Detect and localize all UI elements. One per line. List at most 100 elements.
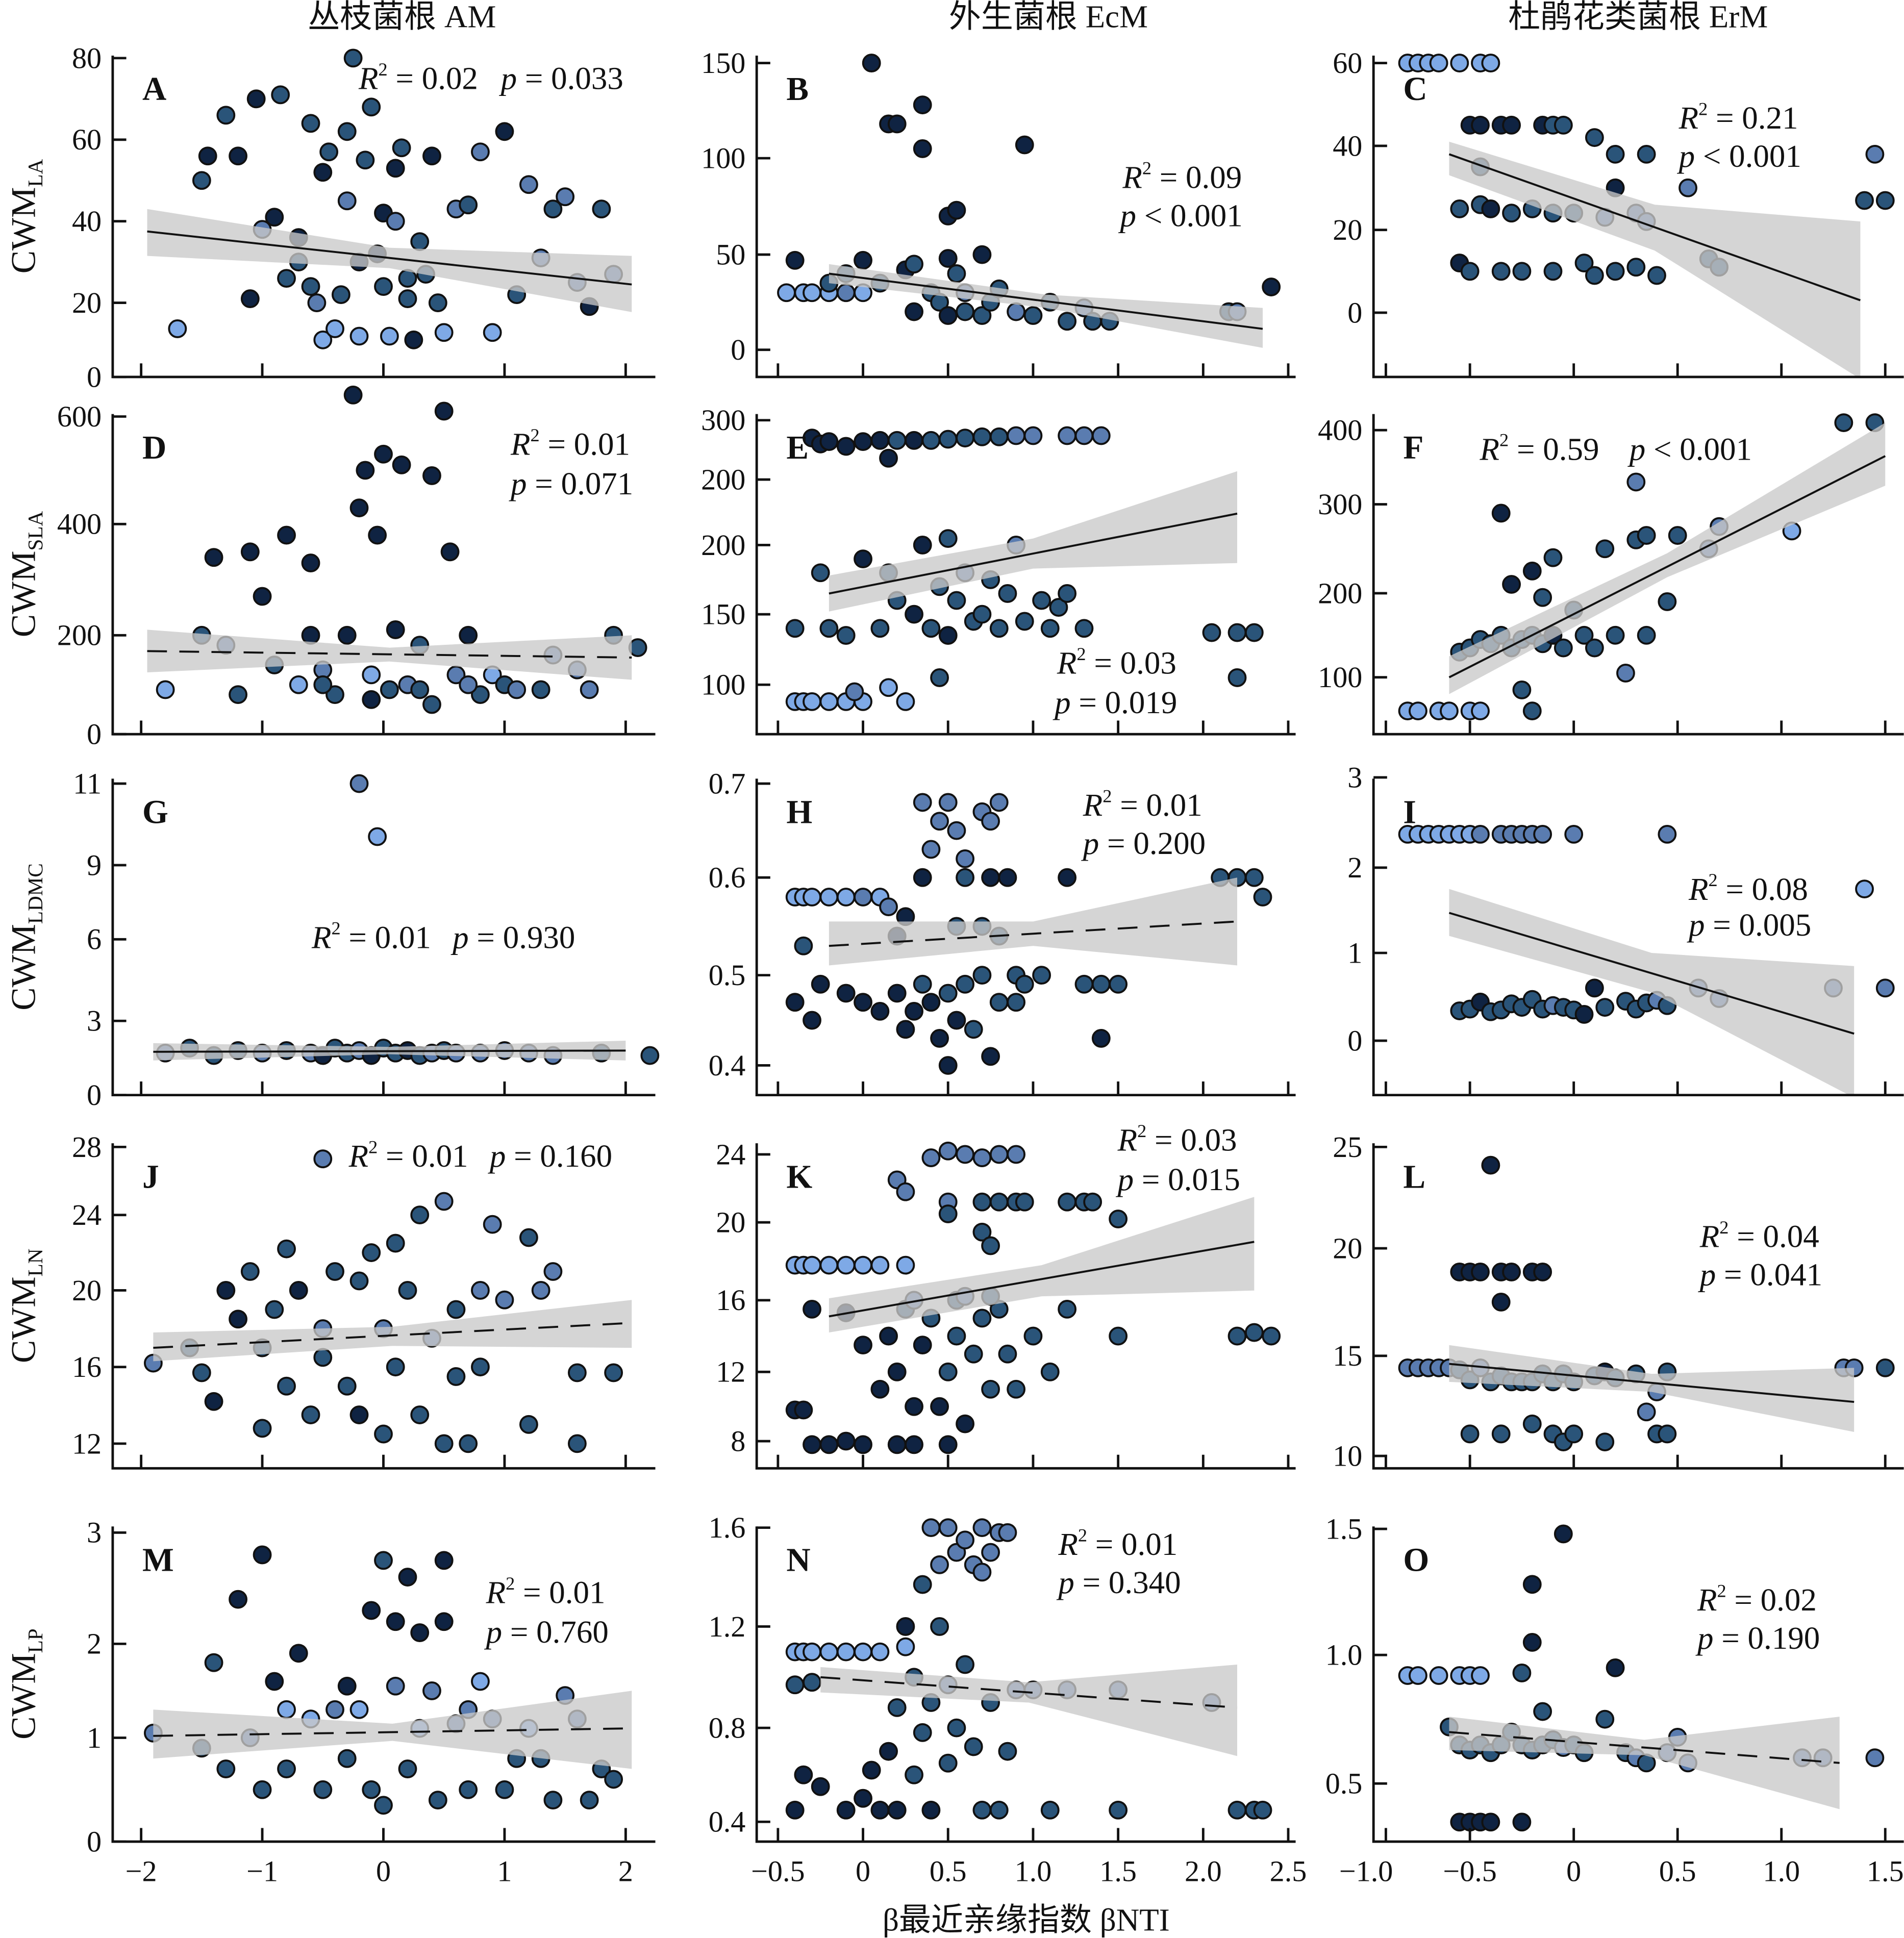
p-operator: =: [1724, 1257, 1742, 1293]
data-point: [981, 1379, 1000, 1399]
equals-sign: =: [1112, 787, 1146, 823]
data-point: [1058, 312, 1077, 331]
data-point: [819, 1435, 839, 1454]
y-tick-label: 10: [1333, 1439, 1362, 1472]
data-point: [1522, 1575, 1542, 1594]
data-point: [1637, 526, 1656, 545]
data-point: [938, 1204, 958, 1223]
data-point: [1450, 199, 1469, 218]
equals-sign: =: [1726, 1582, 1761, 1618]
data-point: [313, 1348, 333, 1367]
regression-line: [1448, 455, 1886, 678]
data-point: [374, 1424, 393, 1444]
x-tick-label: −2: [126, 1855, 157, 1888]
data-point: [386, 212, 405, 231]
r-symbol: R: [311, 919, 331, 955]
data-point: [1512, 1664, 1532, 1682]
data-point: [1491, 504, 1511, 523]
data-point: [1512, 262, 1532, 281]
data-point: [1058, 1299, 1077, 1319]
r-squared-value: 0.04: [1763, 1219, 1819, 1254]
data-point: [1502, 575, 1521, 594]
data-point: [1032, 966, 1051, 985]
regression-line: [829, 512, 1238, 595]
data-point: [519, 1415, 538, 1434]
panel-letter: I: [1403, 794, 1416, 831]
p-value: 0.005: [1739, 907, 1812, 943]
y-tick-label: 60: [1333, 46, 1362, 80]
p-operator: =: [510, 1614, 529, 1650]
column-title-am: 丛枝菌根 AM: [308, 0, 496, 34]
data-point: [905, 302, 923, 321]
superscript-2: 2: [368, 1137, 378, 1157]
axis-lines: [111, 1143, 656, 1470]
data-point: [362, 690, 381, 709]
data-point: [156, 680, 175, 699]
data-point: [887, 1362, 907, 1381]
data-point: [836, 1800, 856, 1820]
data-point: [905, 1765, 923, 1784]
data-point: [887, 1698, 907, 1717]
data-point: [349, 1405, 369, 1424]
data-point: [905, 1001, 923, 1021]
data-point: [1585, 978, 1604, 998]
data-point: [1564, 824, 1584, 844]
data-point: [495, 122, 514, 141]
y-tick-label: 40: [1333, 129, 1362, 162]
superscript-2: 2: [1698, 98, 1708, 119]
y-tick-label: 2: [1347, 851, 1362, 884]
data-point: [1049, 598, 1068, 617]
data-point: [1481, 1155, 1500, 1175]
y-tick-label: 20: [1333, 213, 1362, 246]
data-point: [1015, 135, 1034, 155]
r-squared-value: 0.01: [574, 426, 630, 462]
data-point: [1471, 115, 1490, 135]
regression-line: [1449, 1731, 1840, 1764]
r-squared-value: 0.01: [549, 1574, 605, 1610]
p-operator: =: [1142, 1162, 1160, 1197]
data-point: [896, 692, 915, 711]
data-point: [1007, 1379, 1026, 1399]
panel-letter: B: [786, 71, 809, 108]
data-point: [938, 430, 958, 449]
equals-sign: =: [1718, 871, 1752, 907]
data-point: [313, 675, 333, 694]
data-point: [1875, 191, 1895, 210]
data-point: [204, 1392, 223, 1411]
y-tick-label: 0.6: [709, 861, 746, 894]
data-point: [913, 1336, 932, 1355]
superscript-2: 2: [1717, 1580, 1726, 1601]
y-tick-label: 50: [716, 238, 745, 271]
data-point: [386, 1234, 405, 1253]
data-point: [1007, 302, 1026, 321]
p-value-text: p = 0.071: [509, 466, 633, 501]
data-point: [229, 1310, 247, 1329]
r-symbol: R: [1058, 1526, 1078, 1562]
regression-line: [820, 1676, 1238, 1709]
y-tick-label: 16: [716, 1283, 745, 1317]
data-point: [930, 668, 949, 687]
panel-letter: E: [786, 430, 809, 466]
data-point: [913, 139, 932, 158]
data-point: [604, 1363, 623, 1382]
data-point: [1227, 1326, 1247, 1346]
confidence-band: [147, 209, 632, 312]
p-value-text: p = 0.760: [484, 1614, 609, 1650]
y-tick-label: 100: [701, 142, 745, 175]
data-point: [930, 1397, 949, 1416]
y-tick-label: 1: [87, 1721, 102, 1754]
p-symbol: p: [1677, 138, 1703, 174]
data-point: [947, 1326, 966, 1346]
data-point: [896, 1255, 915, 1275]
data-point: [938, 1753, 958, 1773]
data-point: [1543, 262, 1563, 281]
data-point: [1032, 591, 1051, 610]
y-tick-label: 24: [72, 1198, 102, 1231]
data-point: [386, 620, 405, 639]
r-squared-value: 0.01: [1121, 1526, 1178, 1562]
data-point: [301, 277, 320, 296]
x-tick-label: 0.5: [930, 1855, 967, 1888]
data-point: [1109, 1326, 1128, 1346]
data-point: [319, 142, 339, 162]
